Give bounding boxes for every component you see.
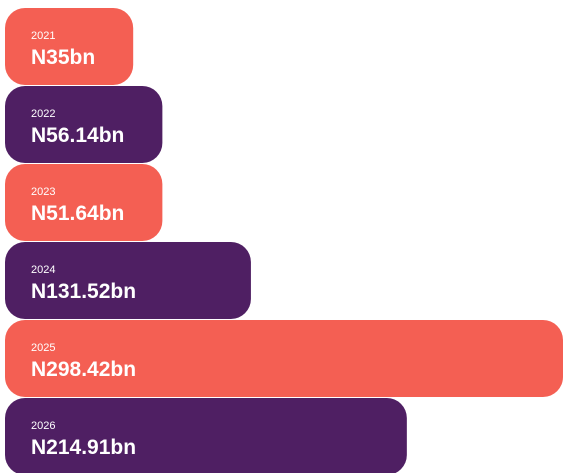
value-label: N131.52bn: [31, 280, 136, 303]
category-label: 2023: [31, 186, 55, 198]
bar-row: 2021 N35bn: [5, 8, 134, 85]
value-label: N35bn: [31, 46, 95, 69]
category-label: 2024: [31, 264, 55, 276]
bar: [5, 164, 163, 241]
value-label: N214.91bn: [31, 436, 136, 459]
bar-row: 2025 N298.42bn: [5, 320, 563, 397]
bar: [5, 8, 134, 85]
bar-row: 2026 N214.91bn: [5, 398, 407, 473]
value-label: N51.64bn: [31, 202, 124, 225]
category-label: 2021: [31, 30, 55, 42]
bar-row: 2024 N131.52bn: [5, 242, 251, 319]
bar: [5, 320, 563, 397]
category-label: 2022: [31, 108, 55, 120]
value-label: N298.42bn: [31, 358, 136, 381]
value-label: N56.14bn: [31, 124, 124, 147]
bar: [5, 398, 407, 473]
bar-row: 2022 N56.14bn: [5, 86, 163, 163]
category-label: 2026: [31, 420, 55, 432]
category-label: 2025: [31, 342, 55, 354]
bar-row: 2023 N51.64bn: [5, 164, 163, 241]
bar: [5, 86, 163, 163]
bar: [5, 242, 251, 319]
